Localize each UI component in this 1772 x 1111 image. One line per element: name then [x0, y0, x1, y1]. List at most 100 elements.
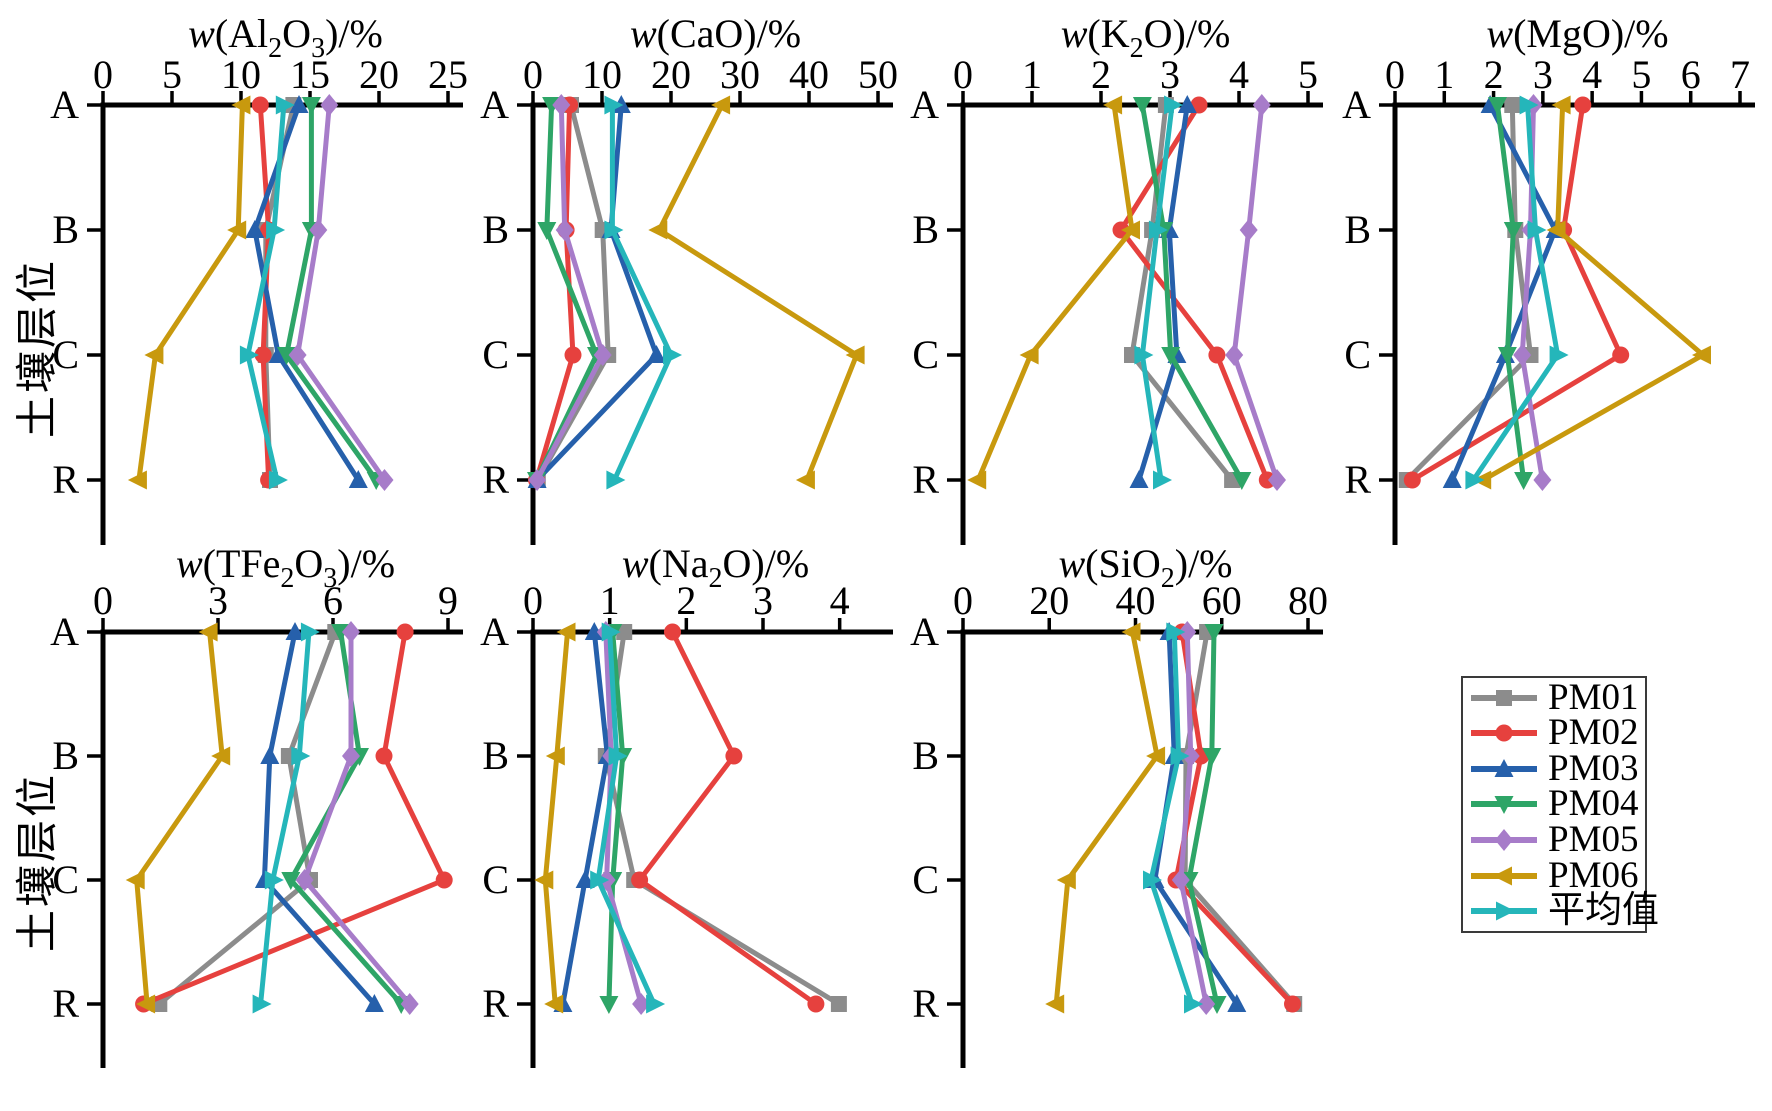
diamond-marker — [528, 469, 547, 491]
x-tick-label: 4 — [1229, 52, 1249, 97]
horizon-label: A — [910, 609, 939, 654]
x-tick-label: 10 — [221, 52, 261, 97]
series-line — [1136, 104, 1190, 481]
subplot-K2O: w(K2O)/% 0 1 2 3 4 5 A B C R — [910, 11, 1323, 545]
series-line — [1139, 104, 1244, 482]
triangle-down-marker — [1202, 748, 1222, 766]
series-平均值-SiO2 — [1143, 622, 1203, 1014]
triangle-right-marker — [663, 345, 682, 365]
diamond-marker — [342, 745, 360, 767]
horizon-label: C — [1344, 332, 1371, 377]
legend-item-PM06: PM06 — [1469, 857, 1645, 894]
triangle-down-marker — [1132, 97, 1152, 115]
x-tick-label: 40 — [1116, 578, 1156, 623]
y-axis-label-bottom-row: 土壤层位 — [15, 771, 62, 953]
series-line — [609, 105, 674, 482]
triangle-left-marker — [127, 470, 147, 490]
x-tick-label: 1 — [1022, 52, 1042, 97]
x-tick-label: 3 — [1160, 52, 1180, 97]
triangle-down-legend-swatch — [1471, 796, 1537, 815]
series-PM02-TFe2O3 — [135, 623, 453, 1013]
diamond-marker — [400, 993, 419, 1015]
diamond-marker — [1197, 993, 1216, 1015]
circle-marker — [564, 346, 582, 364]
x-tick-label: 2 — [676, 578, 696, 623]
triangle-right-legend-swatch — [1471, 901, 1537, 921]
circle-marker — [1574, 96, 1592, 114]
x-tick-label: 20 — [1029, 578, 1069, 623]
triangle-left-marker — [711, 95, 731, 115]
horizon-label: C — [912, 857, 939, 902]
diamond-marker — [1178, 621, 1197, 643]
triangle-left-legend-swatch — [1471, 866, 1537, 886]
series-line — [637, 630, 818, 1007]
triangle-up-marker — [364, 994, 384, 1012]
series-line — [284, 105, 379, 482]
x-tick-label: 10 — [582, 52, 622, 97]
series-平均值-CaO — [604, 95, 682, 490]
series-PM03-TFe2O3 — [254, 622, 384, 1012]
series-平均值-TFe2O3 — [252, 622, 320, 1014]
horizon-label: C — [52, 857, 79, 902]
series-line — [535, 104, 611, 482]
subplot-TFe2O3: w(TFe2O3)/% 0 3 6 9 A B C R — [50, 541, 463, 1068]
triangle-left-marker — [556, 622, 576, 642]
triangle-down-marker — [1204, 624, 1224, 642]
x-tick-label: 6 — [323, 578, 343, 623]
x-tick-label: 5 — [162, 52, 182, 97]
triangle-left-marker — [227, 220, 247, 240]
y-axis-label-top-row: 土壤层位 — [15, 257, 62, 439]
triangle-left-marker — [1056, 870, 1076, 890]
x-tick-label: 0 — [953, 578, 973, 623]
triangle-left-marker — [144, 345, 164, 365]
square-marker — [830, 996, 847, 1012]
series-PM05-Na2O — [596, 621, 651, 1015]
diamond-marker — [1252, 94, 1271, 116]
triangle-right-marker — [1184, 994, 1203, 1014]
triangle-up-marker — [245, 220, 265, 238]
triangle-left-marker — [125, 870, 145, 890]
horizon-label: B — [482, 733, 509, 778]
triangle-right-marker — [1134, 345, 1154, 365]
series-line — [157, 631, 338, 1006]
legend-item-PM04: PM04 — [1469, 785, 1645, 822]
horizon-label: B — [1344, 207, 1371, 252]
triangle-up-marker — [285, 622, 305, 640]
series-PM06-K2O — [967, 95, 1140, 490]
horizon-label: A — [480, 609, 509, 654]
series-line — [656, 103, 860, 481]
triangle-left-marker — [845, 345, 865, 365]
x-tick-label: 20 — [651, 52, 691, 97]
legend-label: PM03 — [1548, 747, 1639, 789]
diamond-marker — [1181, 745, 1200, 767]
diamond-marker — [555, 219, 574, 241]
series-PM06-Na2O — [534, 622, 576, 1014]
horizon-label: R — [1344, 457, 1371, 502]
triangle-right-marker — [291, 746, 311, 766]
circle-marker — [725, 747, 743, 765]
horizon-label: A — [910, 82, 939, 127]
triangle-left-marker — [1121, 622, 1141, 642]
series-line — [134, 631, 225, 1005]
triangle-up-marker — [268, 345, 288, 363]
series-line — [534, 104, 599, 482]
legend-item-PM05: PM05 — [1469, 821, 1645, 858]
x-tick-label: 1 — [1434, 52, 1454, 97]
series-line — [1405, 104, 1533, 482]
series-line — [1129, 104, 1235, 482]
horizon-label: A — [50, 82, 79, 127]
triangle-left-marker — [1546, 220, 1566, 240]
triangle-up-marker — [1177, 95, 1197, 113]
subplot-title: w(Na2O)/% — [622, 541, 809, 594]
triangle-right-marker — [608, 746, 628, 766]
triangle-right-marker — [300, 622, 320, 642]
triangle-down-marker — [1497, 347, 1517, 365]
triangle-up-marker — [647, 345, 666, 363]
horizon-label: B — [52, 733, 79, 778]
diamond-marker — [375, 469, 394, 491]
series-PM05-Al2O3 — [288, 94, 394, 491]
series-line — [258, 631, 312, 1005]
triangle-right-marker — [275, 95, 295, 115]
series-line — [1148, 631, 1195, 1005]
series-line — [1139, 104, 1175, 481]
